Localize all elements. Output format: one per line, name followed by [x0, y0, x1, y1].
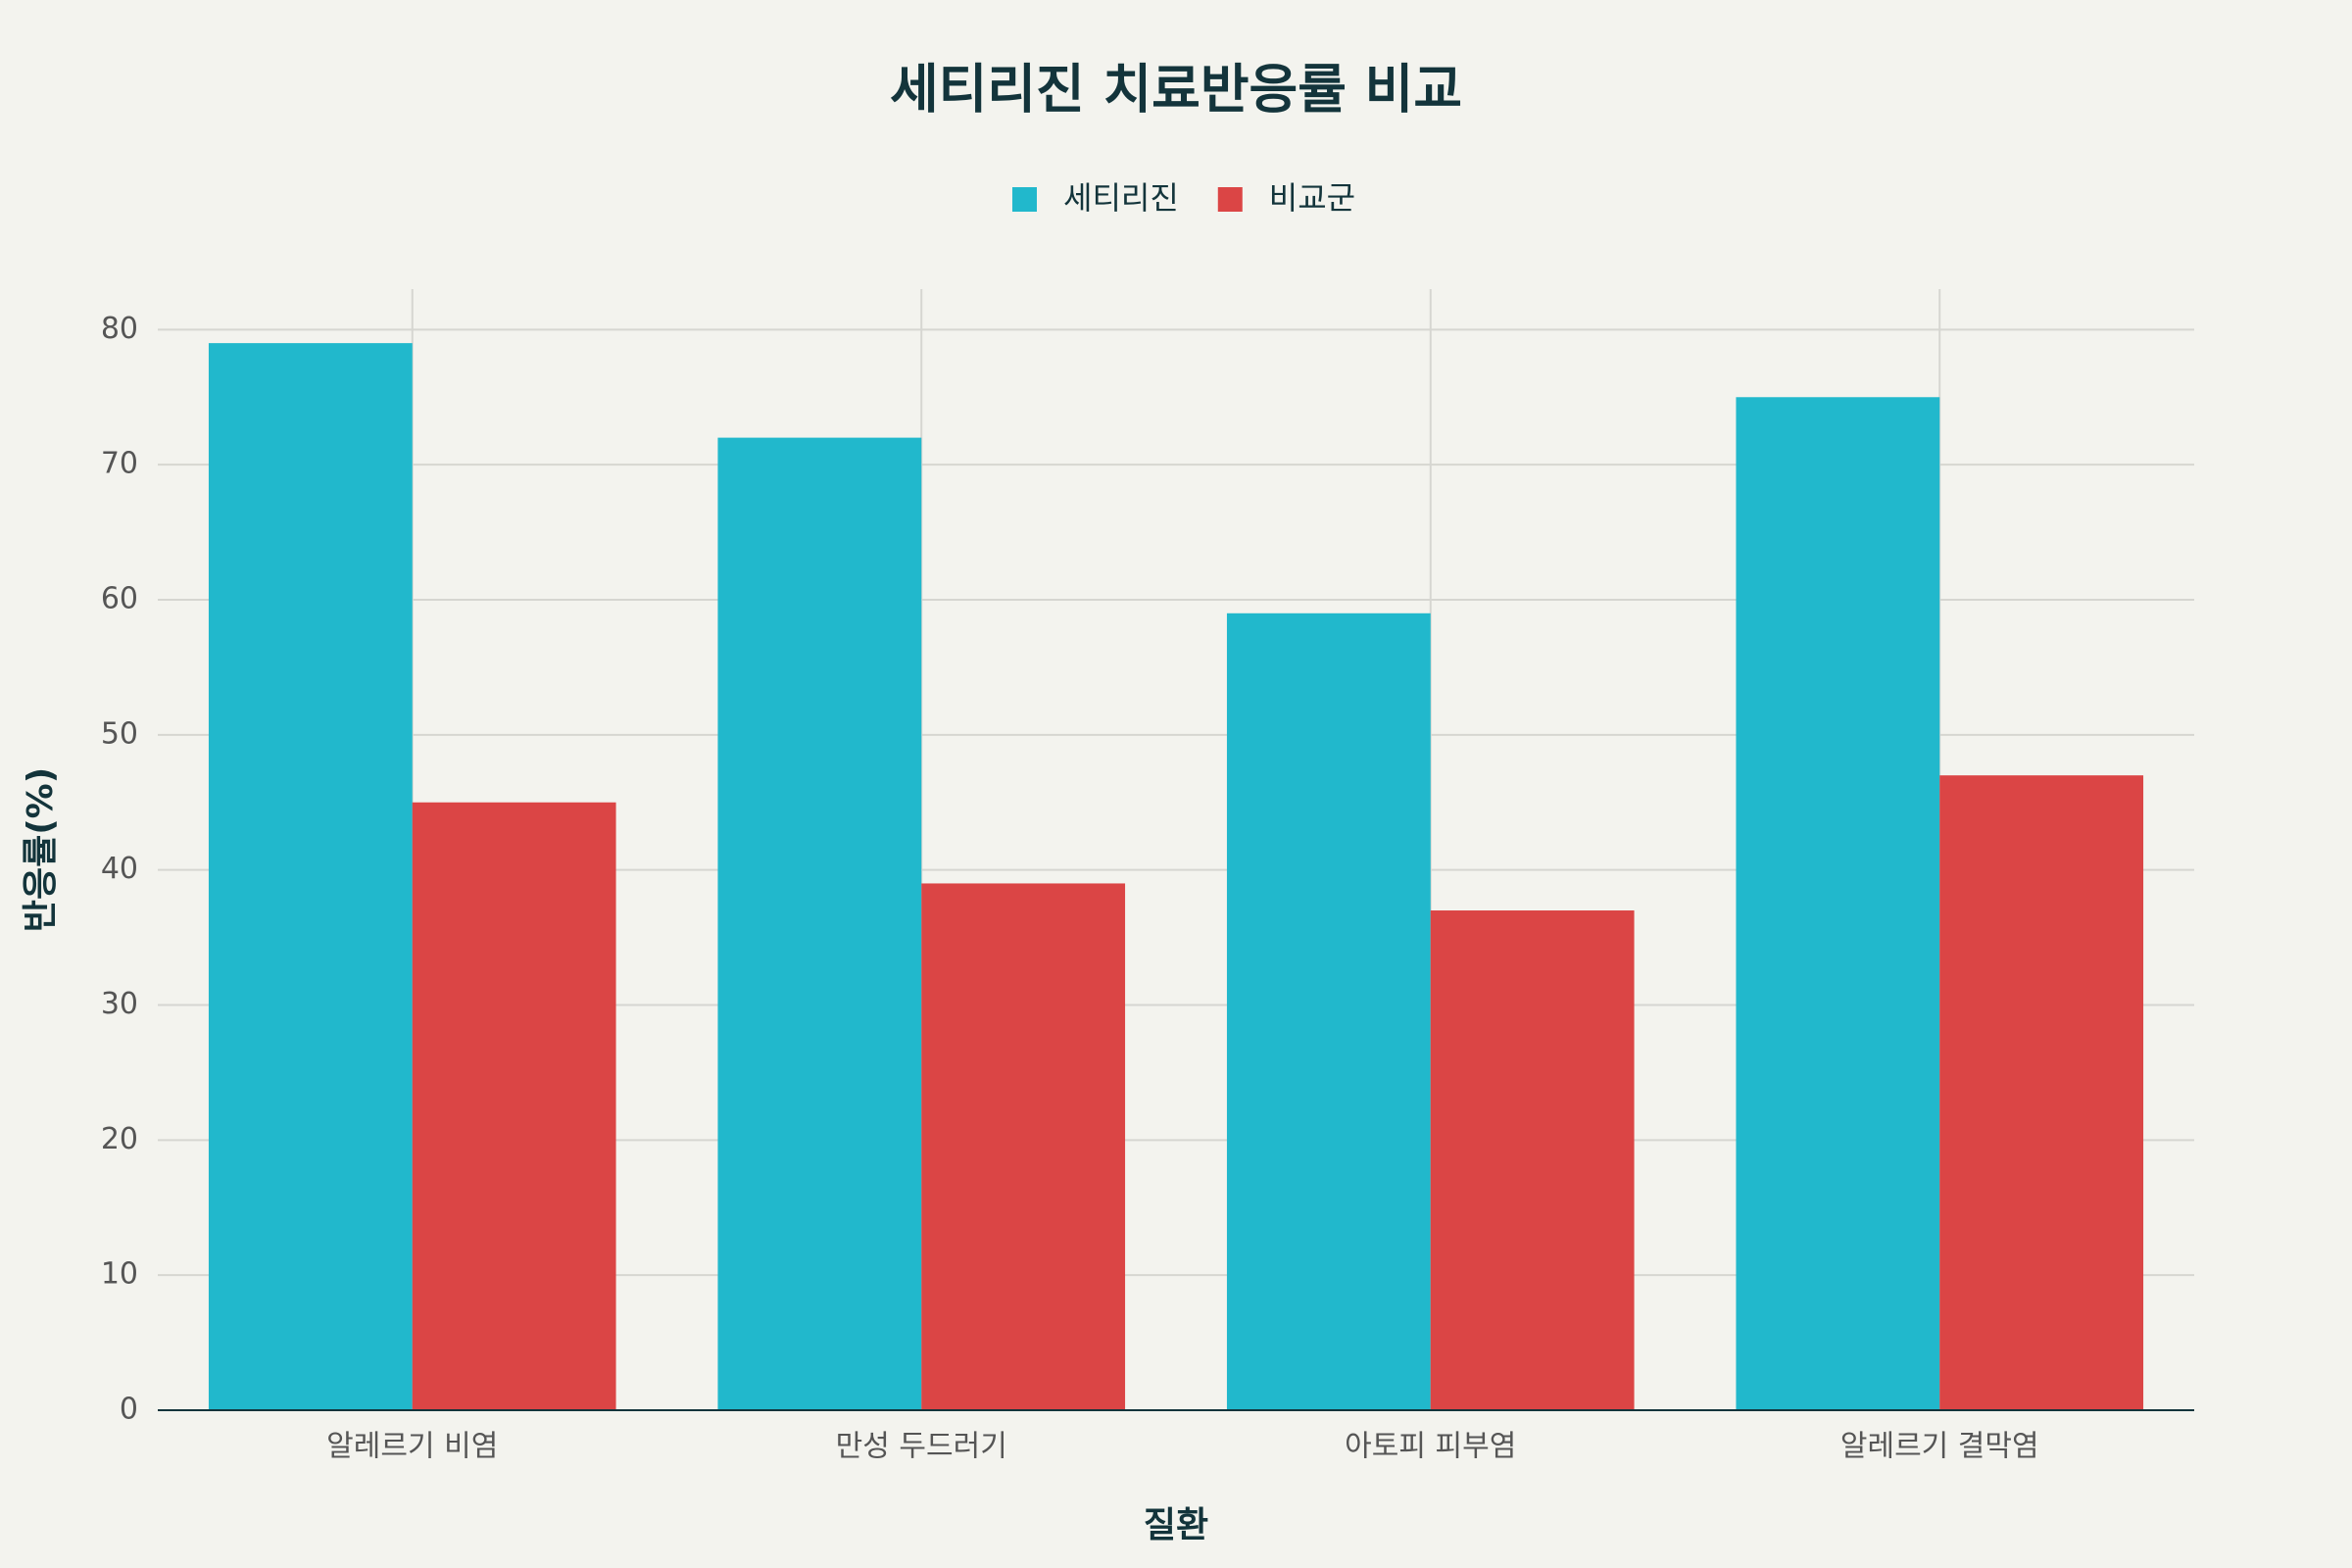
x-tick-label: 알레르기 결막염: [1840, 1430, 2039, 1464]
bar: [1226, 612, 1431, 1410]
legend-swatch: [1217, 187, 1243, 212]
x-tick-label: 만성 두드러기: [836, 1430, 1007, 1464]
chart-title: 세티리진 치료반응률 비교: [890, 59, 1462, 121]
x-tick-label: 알레르기 비염: [326, 1430, 498, 1464]
y-tick-label: 50: [101, 716, 138, 751]
y-tick-label: 0: [120, 1393, 138, 1427]
x-tick-label: 아토피 피부염: [1345, 1430, 1516, 1464]
bar: [1430, 910, 1635, 1410]
y-tick-label: 20: [101, 1122, 138, 1156]
y-tick-label: 10: [101, 1257, 138, 1292]
legend-swatch: [1012, 187, 1037, 212]
bar: [412, 802, 616, 1410]
y-tick-label: 70: [101, 447, 138, 481]
legend-label: 세티리진: [1063, 179, 1179, 217]
bar: [717, 437, 922, 1410]
y-tick-label: 40: [101, 852, 138, 886]
x-axis-title: 질환: [1144, 1505, 1208, 1545]
bar: [208, 343, 413, 1410]
y-axis-title: 반응률(%): [21, 767, 61, 932]
y-tick-label: 30: [101, 987, 138, 1021]
bar: [1736, 397, 1940, 1411]
y-tick-label: 60: [101, 582, 138, 616]
bar: [921, 883, 1126, 1410]
y-tick-label: 80: [101, 312, 138, 346]
bar: [1939, 775, 2144, 1410]
legend-label: 비교군: [1269, 179, 1355, 217]
